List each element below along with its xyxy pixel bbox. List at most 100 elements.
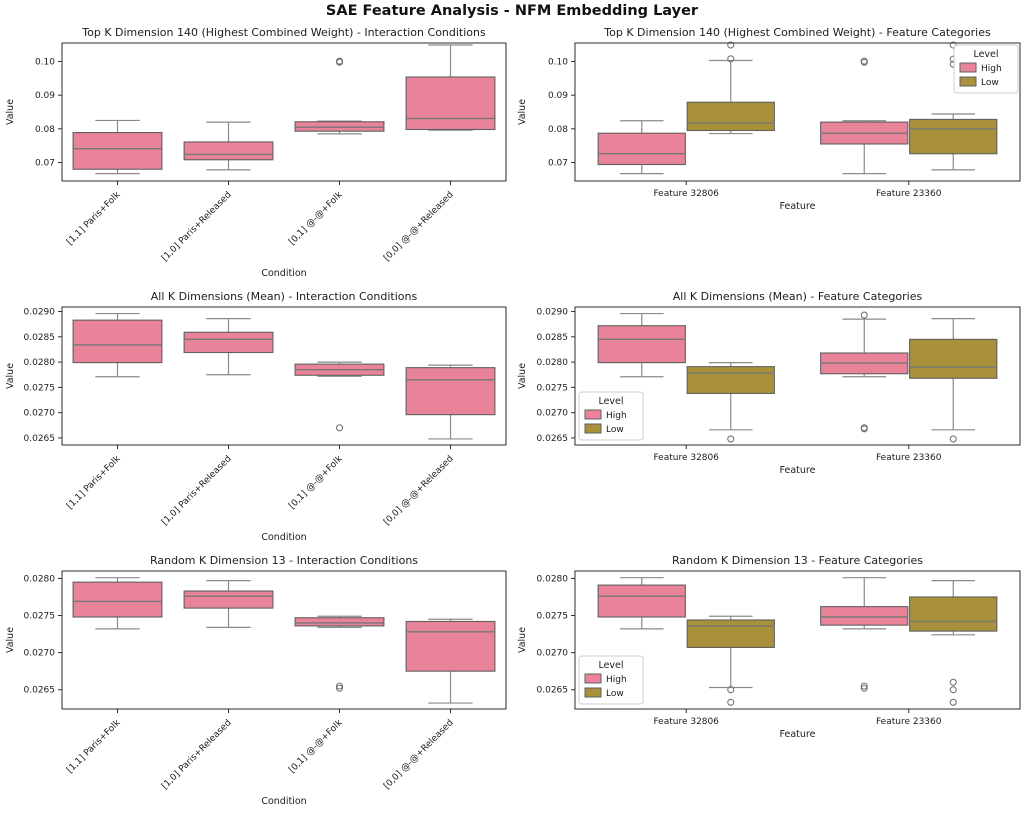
legend-swatch-high (584, 409, 602, 420)
y-axis-label: Value (5, 363, 16, 389)
y-axis-label: Value (517, 363, 528, 389)
y-tick-label: 0.0265 (537, 434, 569, 444)
legend: Level High Low (578, 391, 644, 441)
y-tick-label: 0.0265 (24, 434, 56, 444)
subplot-svg: Top K Dimension 140 (Highest Combined We… (0, 24, 512, 288)
y-tick-label: 0.09 (548, 91, 568, 101)
y-tick-label: 0.10 (548, 58, 568, 68)
subplot-background (512, 24, 1024, 288)
plot-border (574, 306, 1021, 446)
outlier-point (335, 424, 344, 432)
subplot-svg: All K Dimensions (Mean) - Interaction Co… (0, 288, 512, 552)
y-axis-label: Value (517, 99, 528, 125)
legend-label-high: High (606, 411, 627, 421)
subplot-title: Top K Dimension 140 (Highest Combined We… (603, 26, 991, 39)
iqr-box (597, 132, 686, 166)
plot-border (574, 570, 1021, 710)
y-tick-label: 0.0275 (537, 383, 569, 393)
iqr-box (597, 584, 686, 618)
subplot-title: Top K Dimension 140 (Highest Combined We… (81, 26, 486, 39)
y-tick-label: 0.0270 (24, 409, 56, 419)
y-tick-label: 0.0280 (537, 358, 569, 368)
box-group (183, 318, 274, 376)
box-group (820, 57, 909, 175)
iqr-box (686, 619, 775, 648)
x-tick-label: Feature 23360 (876, 453, 942, 463)
x-axis-label: Condition (261, 532, 306, 543)
outlier-point (949, 678, 957, 686)
boxplot-randomk-interaction-conditions: Random K Dimension 13 - Interaction Cond… (0, 552, 512, 816)
subplot-title: Random K Dimension 13 - Feature Categori… (672, 554, 923, 567)
y-tick-label: 0.0270 (537, 409, 569, 419)
y-tick-label: 0.0275 (24, 383, 56, 393)
box-group (183, 121, 274, 171)
plot-border (61, 306, 507, 446)
x-tick-label: Feature 23360 (876, 717, 942, 727)
x-tick-label: Feature 23360 (876, 189, 942, 199)
x-axis-label: Feature (780, 465, 816, 476)
box-group (183, 580, 274, 628)
box-group (686, 615, 775, 706)
box-group (294, 57, 385, 135)
box-group (686, 362, 775, 443)
outlier-point (949, 435, 957, 443)
iqr-box (72, 131, 163, 170)
iqr-box (597, 325, 686, 364)
subplot-svg: All K Dimensions (Mean) - Feature Catego… (512, 288, 1024, 552)
box-group (597, 120, 686, 175)
outlier-point (727, 698, 735, 706)
box-group (909, 41, 998, 171)
outlier-point (860, 425, 868, 433)
y-tick-label: 0.0265 (537, 686, 569, 696)
outlier-point (949, 698, 957, 706)
box-group (909, 580, 998, 706)
y-tick-label: 0.0280 (24, 358, 56, 368)
x-axis-label: Feature (780, 201, 816, 212)
box-group (294, 615, 385, 692)
legend-swatch-low (959, 76, 977, 87)
y-axis-label: Value (5, 627, 16, 653)
outlier-point (949, 686, 957, 694)
y-tick-label: 0.0280 (537, 574, 569, 584)
iqr-box (405, 367, 496, 416)
box-group (72, 119, 163, 175)
y-tick-label: 0.07 (548, 158, 568, 168)
plot-border (574, 42, 1021, 182)
legend-label-low: Low (606, 425, 624, 435)
iqr-box (909, 338, 998, 379)
box-group (597, 577, 686, 630)
iqr-box (820, 606, 909, 626)
box-group (405, 44, 496, 131)
subplot-svg: Random K Dimension 13 - Feature Categori… (512, 552, 1024, 816)
subplot-svg: Random K Dimension 13 - Interaction Cond… (0, 552, 512, 816)
iqr-box (72, 581, 163, 618)
iqr-box (294, 617, 385, 627)
outlier-point (727, 686, 735, 694)
box-group (294, 361, 385, 432)
legend: Level High Low (953, 44, 1019, 94)
y-axis-label: Value (5, 99, 16, 125)
outlier-point (727, 435, 735, 443)
outlier-point (727, 41, 735, 49)
x-tick-label: Feature 32806 (653, 189, 719, 199)
outlier-point (335, 682, 344, 690)
box-group (405, 364, 496, 440)
legend: Level High Low (578, 655, 644, 705)
y-tick-label: 0.0290 (537, 308, 569, 318)
box-group (405, 618, 496, 704)
subplot-grid: Top K Dimension 140 (Highest Combined We… (0, 24, 1024, 816)
iqr-box (686, 101, 775, 132)
box-group (72, 577, 163, 630)
boxplot-allk-interaction-conditions: All K Dimensions (Mean) - Interaction Co… (0, 288, 512, 552)
x-tick-label: Feature 32806 (653, 453, 719, 463)
y-tick-label: 0.0285 (537, 333, 569, 343)
legend-label-low: Low (606, 689, 624, 699)
y-tick-label: 0.0290 (24, 308, 56, 318)
y-tick-label: 0.0285 (24, 333, 56, 343)
iqr-box (183, 590, 274, 609)
y-tick-label: 0.0275 (24, 612, 56, 622)
y-tick-label: 0.0275 (537, 612, 569, 622)
legend-title: Level (598, 396, 623, 407)
legend-swatch-high (959, 62, 977, 73)
